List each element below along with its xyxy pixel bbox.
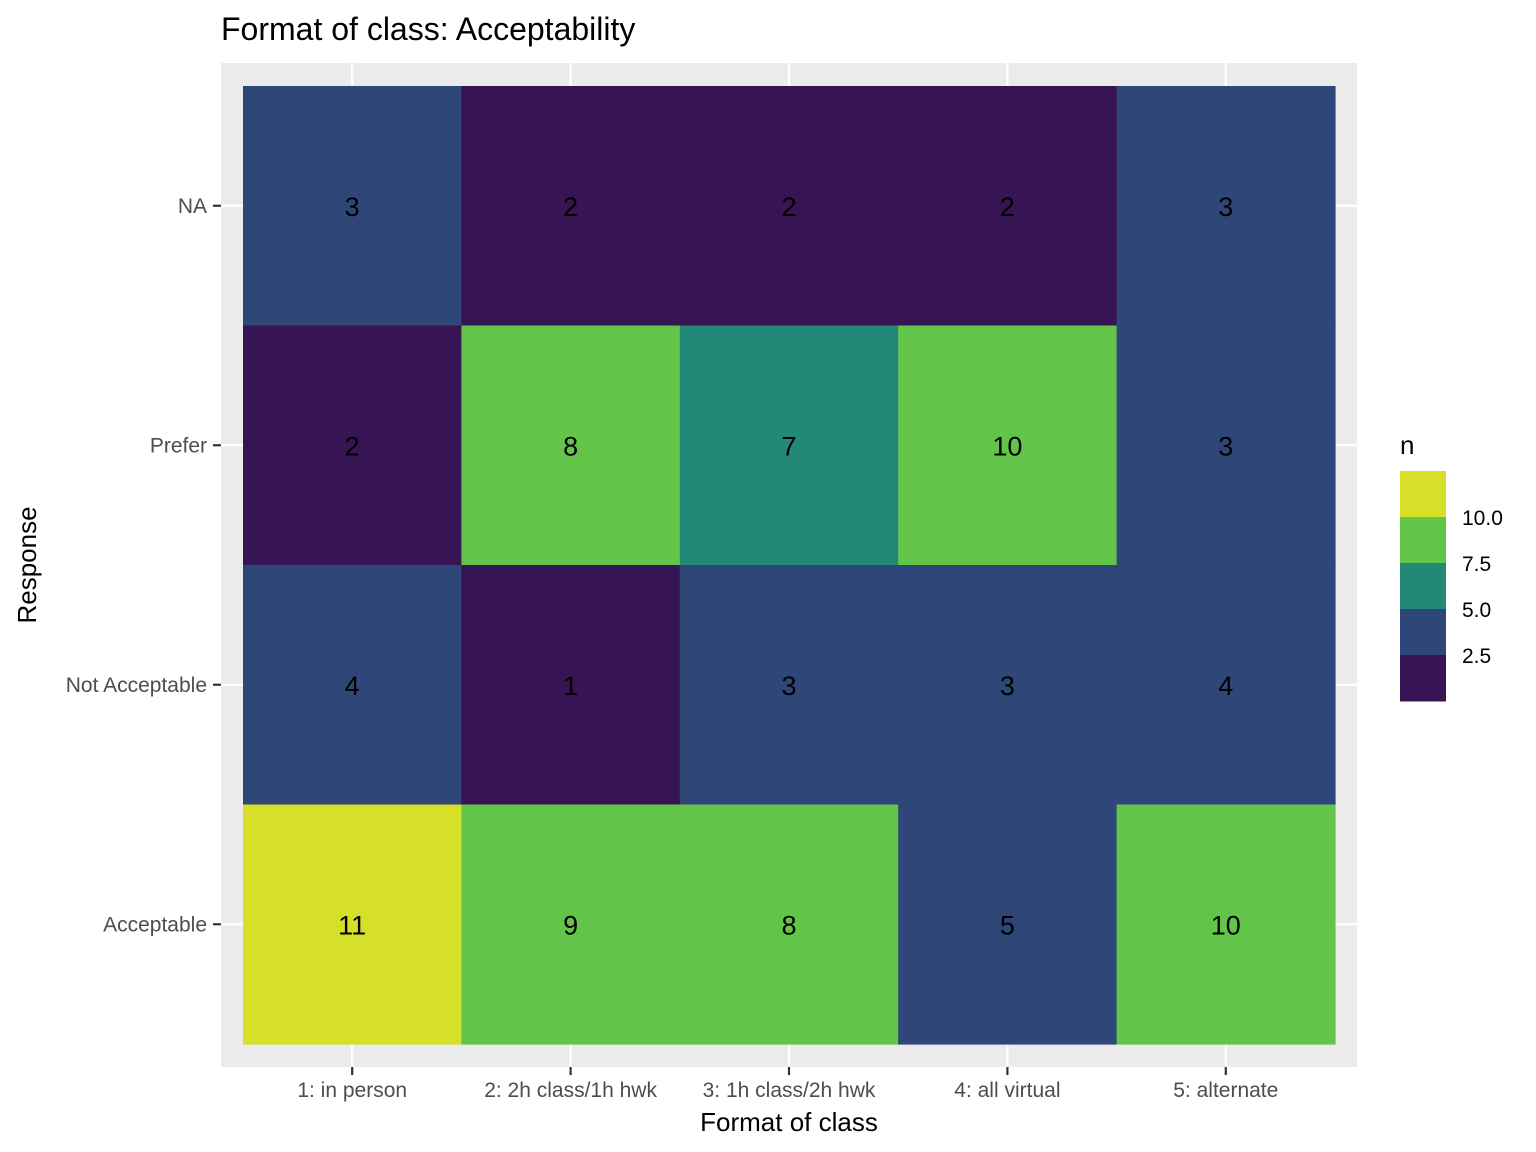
legend-color-bin — [1400, 517, 1446, 564]
y-tick-label: NA — [178, 195, 207, 218]
legend-color-bin — [1400, 655, 1446, 702]
heatmap-cell — [898, 325, 1118, 566]
y-axis-title: Response — [12, 506, 42, 623]
heatmap-cells — [243, 86, 1336, 1045]
legend-color-bin — [1400, 609, 1446, 656]
heatmap-cell — [1116, 804, 1336, 1045]
y-tick-label: Acceptable — [103, 913, 207, 936]
heatmap-cell — [243, 325, 462, 566]
cell-value-label: 8 — [781, 910, 796, 940]
legend-break-label: 7.5 — [1462, 553, 1491, 576]
chart-title: Format of class: Acceptability — [221, 11, 635, 47]
cell-value-label: 3 — [1218, 192, 1233, 222]
cell-value-label: 10 — [1211, 910, 1241, 940]
heatmap-cell — [461, 804, 681, 1045]
y-tick-label: Prefer — [150, 434, 207, 457]
x-axis-title: Format of class — [700, 1107, 878, 1137]
legend-color-bin — [1400, 471, 1446, 518]
heatmap-cell — [1116, 565, 1336, 806]
cell-value-label: 7 — [781, 431, 796, 461]
cell-value-label: 3 — [1218, 431, 1233, 461]
heatmap-cell — [898, 804, 1118, 1045]
x-tick-label: 4: all virtual — [954, 1079, 1060, 1102]
x-axis: 1: in person 2: 2h class/1h hwk 3: 1h clas… — [297, 1067, 1278, 1102]
heatmap-cell — [461, 86, 681, 327]
heatmap-cell — [679, 804, 899, 1045]
heatmap-cell — [243, 804, 462, 1045]
heatmap-cell — [898, 86, 1118, 327]
cell-value-label: 2 — [345, 431, 360, 461]
x-tick-label: 1: in person — [297, 1079, 407, 1102]
cell-value-label: 5 — [1000, 910, 1015, 940]
cell-value-label: 1 — [563, 671, 578, 701]
x-tick-label: 5: alternate — [1173, 1079, 1278, 1102]
cell-value-label: 4 — [1218, 671, 1233, 701]
heatmap-cell — [243, 565, 462, 806]
cell-value-label: 3 — [781, 671, 796, 701]
color-legend: n 10.0 7.5 5.0 2.5 — [1400, 430, 1503, 702]
cell-value-label: 3 — [1000, 671, 1015, 701]
legend-break-label: 2.5 — [1462, 645, 1491, 668]
heatmap-cell — [1116, 86, 1336, 327]
legend-color-bin — [1400, 563, 1446, 610]
cell-value-labels: 3 2 2 2 3 2 8 7 10 3 4 1 3 3 4 11 9 8 5 10 — [338, 192, 1241, 941]
heatmap-cell — [679, 325, 899, 566]
cell-value-label: 9 — [563, 910, 578, 940]
heatmap-cell — [679, 565, 899, 806]
cell-value-label: 8 — [563, 431, 578, 461]
cell-value-label: 4 — [345, 671, 360, 701]
legend-title: n — [1400, 430, 1414, 460]
heatmap-cell — [898, 565, 1118, 806]
heatmap-cell — [243, 86, 462, 327]
cell-value-label: 11 — [338, 910, 366, 940]
heatmap-cell — [461, 325, 681, 566]
cell-value-label: 2 — [781, 192, 796, 222]
cell-value-label: 10 — [992, 431, 1022, 461]
y-axis: NA Prefer Not Acceptable Acceptable — [66, 195, 221, 936]
cell-value-label: 3 — [345, 192, 360, 222]
heatmap-cell — [1116, 325, 1336, 566]
heatmap-cell — [679, 86, 899, 327]
cell-value-label: 2 — [1000, 192, 1015, 222]
x-tick-label: 3: 1h class/2h hwk — [703, 1079, 876, 1102]
legend-break-label: 10.0 — [1462, 507, 1503, 530]
cell-value-label: 2 — [563, 192, 578, 222]
legend-break-label: 5.0 — [1462, 599, 1491, 622]
x-tick-label: 2: 2h class/1h hwk — [484, 1079, 657, 1102]
heatmap-cell — [461, 565, 681, 806]
y-tick-label: Not Acceptable — [66, 674, 207, 697]
